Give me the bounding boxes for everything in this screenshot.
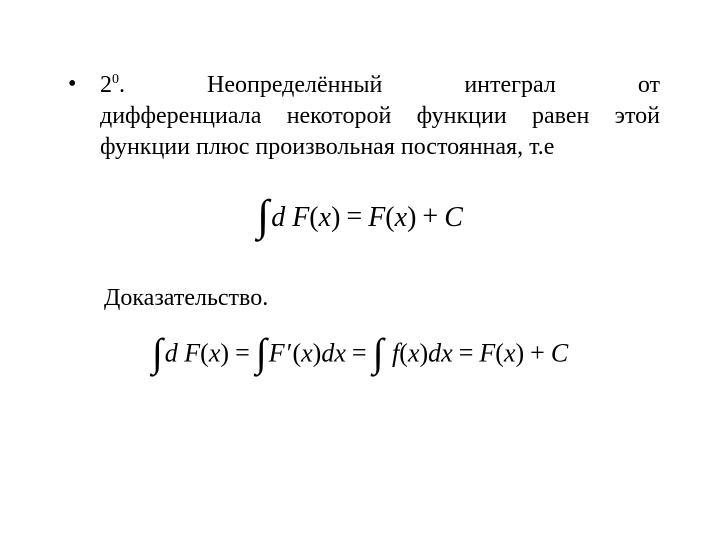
formula-2: ∫d F(x)=∫F ′(x)dx=∫ f(x)dx=F(x)+C: [152, 332, 568, 379]
bullet-marker: •: [68, 72, 76, 96]
formula-1: ∫d F(x)=F(x)+C: [257, 194, 463, 245]
formula-1-row: ∫d F(x)=F(x)+C: [60, 194, 660, 245]
property-first-line: 20. Неопределённый интеграл от: [100, 70, 660, 101]
proof-label: Доказательство.: [104, 285, 660, 312]
property-text: 20. Неопределённый интеграл от дифференц…: [100, 70, 660, 164]
slide: • 20. Неопределённый интеграл от диффере…: [0, 0, 720, 540]
formula-2-row: ∫d F(x)=∫F ′(x)dx=∫ f(x)dx=F(x)+C: [60, 332, 660, 379]
property-rest: дифференциала некоторой функции равен эт…: [100, 103, 660, 160]
item-number: 20.: [100, 72, 125, 98]
bullet-item: • 20. Неопределённый интеграл от диффере…: [60, 70, 660, 164]
